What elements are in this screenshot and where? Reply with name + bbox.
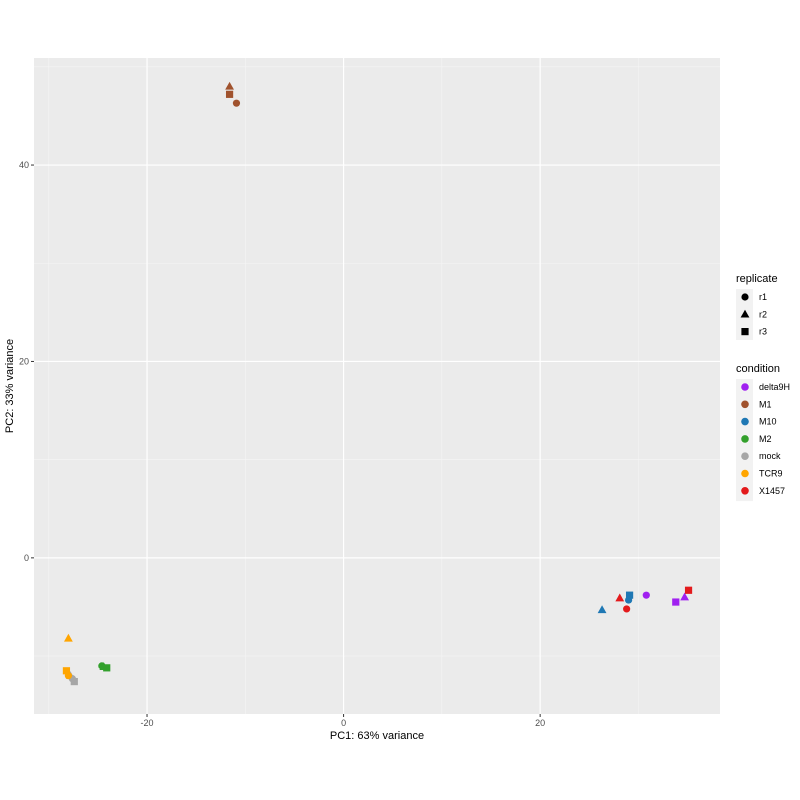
y-axis: 0 20 40 (19, 160, 34, 563)
minor-gridlines (34, 58, 720, 714)
data-point-X1457-r3 (684, 586, 693, 594)
y-axis-title: PC2: 33% variance (4, 339, 16, 433)
data-point-M10-r2 (597, 605, 607, 614)
y-tick-label: 20 (19, 356, 29, 366)
data-point-delta9H-r1 (642, 591, 650, 599)
legend-key-M1 (741, 400, 749, 409)
x-axis-title: PC1: 63% variance (330, 730, 424, 742)
condition-legend: condition delta9H M1 M10 M2 mock TCR9 X1457 (736, 363, 790, 502)
legend-label-M10: M10 (759, 417, 777, 427)
legend-key-r2 (740, 309, 750, 318)
legend-label-r2: r2 (759, 309, 767, 319)
legend-key-X1457 (741, 487, 749, 495)
legend-key-r1 (741, 293, 749, 301)
legend-label-M2: M2 (759, 434, 772, 444)
legend-label-mock: mock (759, 451, 781, 461)
legend-label-r1: r1 (759, 292, 767, 302)
legend-key-TCR9 (741, 469, 749, 478)
data-point-M1-r1 (232, 99, 241, 107)
legend-label-TCR9: TCR9 (759, 469, 783, 479)
legend-key-r3 (741, 328, 749, 336)
data-point-TCR9-r3 (62, 667, 71, 675)
y-tick-label: 40 (19, 160, 29, 170)
y-tick-label: 0 (24, 553, 29, 563)
data-point-mock-r3 (70, 677, 78, 686)
data-point-M1-r2 (225, 81, 234, 90)
data-point-delta9H-r2 (680, 592, 690, 601)
legend-key-M2 (741, 435, 749, 443)
data-point-X1457-r1 (623, 605, 631, 613)
legend-label-r3: r3 (759, 327, 767, 337)
data-points (62, 81, 693, 686)
data-point-delta9H-r3 (672, 598, 680, 606)
legend-label-M1: M1 (759, 399, 772, 409)
x-tick-label: 20 (535, 718, 545, 728)
condition-legend-title: condition (736, 363, 780, 375)
legend-label-delta9H: delta9H (759, 382, 790, 392)
data-point-M1-r3 (225, 90, 234, 98)
legend-key-mock (741, 452, 749, 461)
legend-key-M10 (741, 417, 749, 426)
legend-label-X1457: X1457 (759, 486, 785, 496)
data-point-X1457-r2 (615, 593, 625, 602)
x-tick-label: -20 (141, 718, 154, 728)
data-point-TCR9-r2 (63, 633, 73, 642)
plot-panel (34, 58, 720, 714)
x-axis: -20 0 20 (141, 714, 545, 728)
legend-key-delta9H (741, 383, 749, 391)
x-tick-label: 0 (341, 718, 346, 728)
data-point-M2-r3 (103, 664, 111, 672)
major-gridlines (34, 58, 720, 714)
data-point-M10-r3 (625, 591, 634, 599)
replicate-legend: replicate r1 r2 r3 (736, 273, 778, 340)
replicate-legend-title: replicate (736, 273, 778, 285)
